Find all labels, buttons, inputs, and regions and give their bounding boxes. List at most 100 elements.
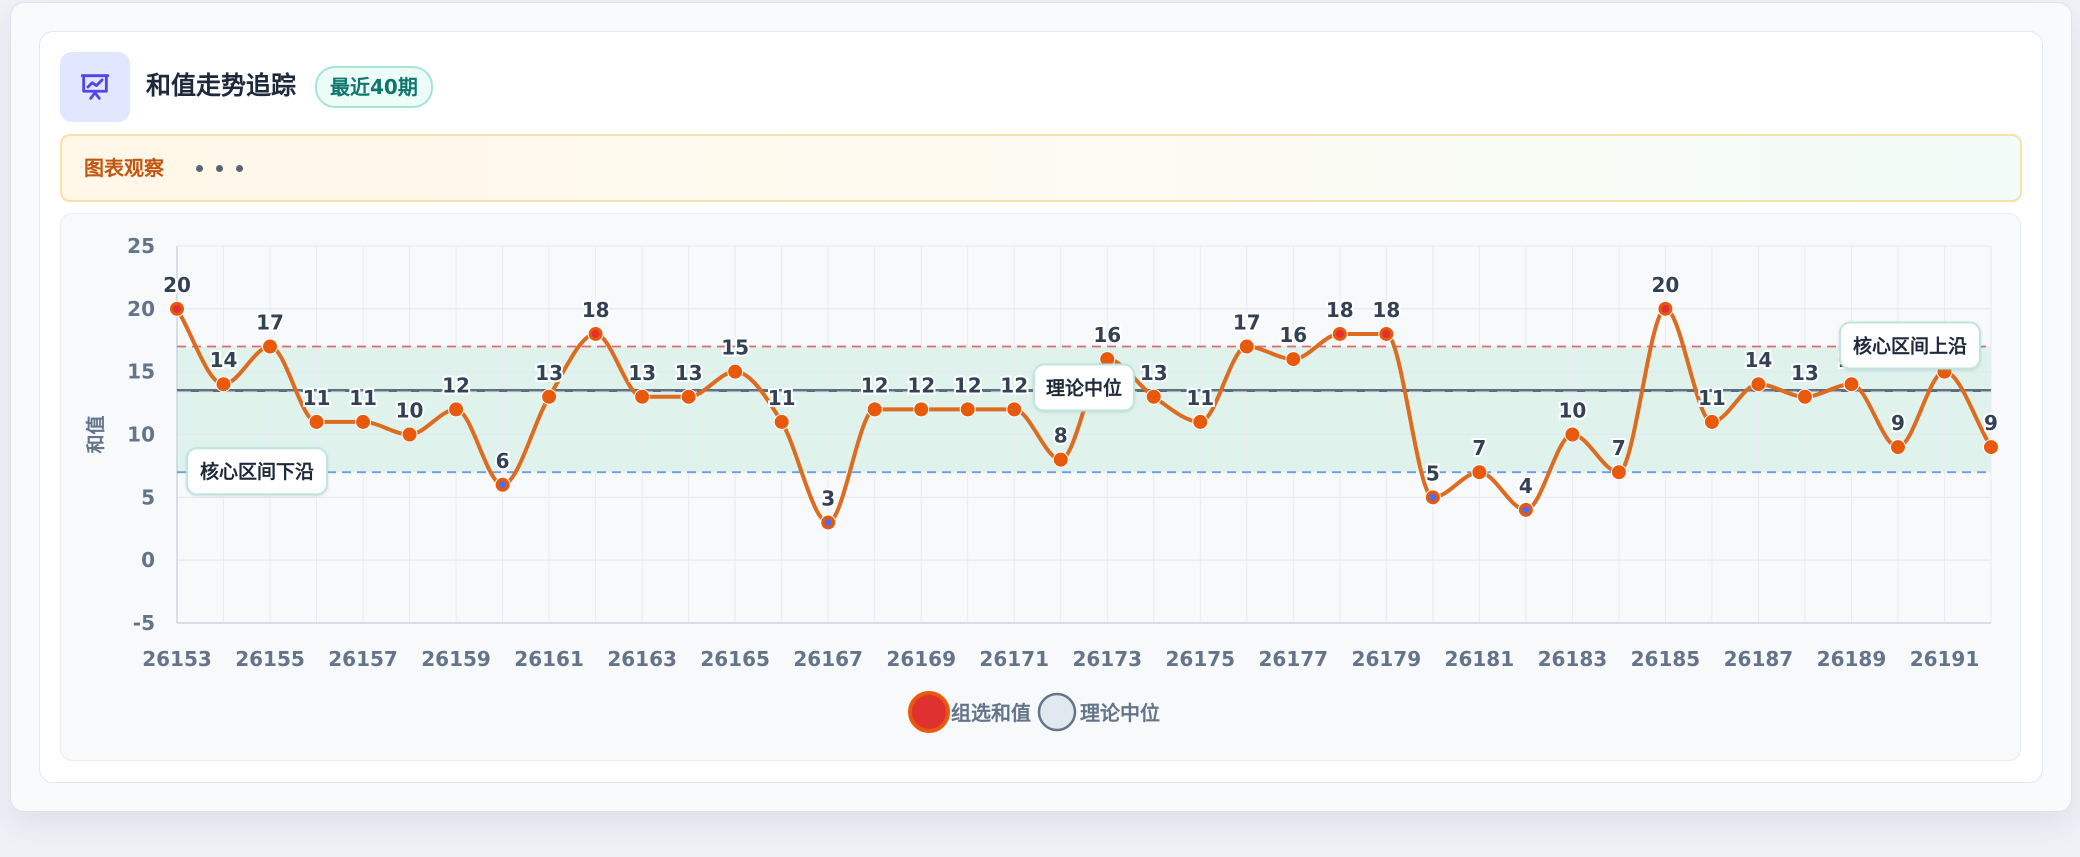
data-label: 10 bbox=[1558, 399, 1586, 423]
data-point bbox=[1006, 401, 1023, 418]
x-tick-label: 26187 bbox=[1724, 647, 1794, 671]
ellipsis-icon[interactable] bbox=[196, 165, 243, 172]
x-tick-label: 26179 bbox=[1352, 647, 1422, 671]
data-point bbox=[959, 401, 976, 418]
x-tick-label: 26169 bbox=[886, 647, 956, 671]
data-label: 12 bbox=[861, 373, 889, 397]
data-label: 11 bbox=[349, 386, 377, 410]
data-point bbox=[1192, 413, 1209, 430]
y-tick-label: 5 bbox=[141, 485, 155, 509]
data-point-low-marker bbox=[1522, 506, 1530, 514]
data-point bbox=[1564, 426, 1581, 443]
legend-item-sum: 组选和值 bbox=[908, 691, 1031, 733]
upper-bound-label-text: 核心区间上沿 bbox=[1853, 335, 1967, 358]
data-point bbox=[1796, 388, 1813, 405]
lower-bound-label-text: 核心区间下沿 bbox=[200, 460, 314, 483]
data-label: 7 bbox=[1612, 436, 1626, 460]
data-label: 5 bbox=[1426, 461, 1440, 485]
data-label: 9 bbox=[1891, 411, 1905, 435]
legend-label-sum: 组选和值 bbox=[951, 701, 1031, 725]
data-label: 12 bbox=[907, 373, 935, 397]
data-label: 13 bbox=[628, 361, 656, 385]
data-label: 13 bbox=[1791, 361, 1819, 385]
data-point-high-marker bbox=[1335, 329, 1344, 338]
data-point bbox=[1750, 376, 1767, 393]
median-label: 理论中位 bbox=[1033, 363, 1135, 412]
data-label: 13 bbox=[1140, 361, 1168, 385]
data-point bbox=[773, 413, 790, 430]
data-point bbox=[1471, 464, 1488, 481]
x-tick-label: 26185 bbox=[1631, 647, 1701, 671]
data-label: 18 bbox=[1326, 298, 1354, 322]
data-point bbox=[913, 401, 930, 418]
data-point bbox=[1703, 413, 1720, 430]
data-point bbox=[1145, 388, 1162, 405]
data-point bbox=[308, 413, 325, 430]
y-tick-label: 0 bbox=[141, 548, 155, 572]
data-label: 16 bbox=[1093, 323, 1121, 347]
data-point bbox=[1052, 451, 1069, 468]
data-point-high-marker bbox=[173, 304, 181, 313]
chart-panel bbox=[60, 213, 2021, 761]
data-point bbox=[1285, 351, 1302, 368]
data-label: 7 bbox=[1472, 436, 1486, 460]
upper-bound-label: 核心区间上沿 bbox=[1839, 321, 1981, 370]
median-label-box bbox=[1033, 363, 1135, 412]
card-title: 和值走势追踪 bbox=[146, 71, 297, 100]
data-point bbox=[1238, 338, 1255, 355]
data-label: 11 bbox=[1698, 386, 1726, 410]
lower-bound-label-box bbox=[186, 447, 328, 496]
data-label: 8 bbox=[1054, 424, 1068, 448]
data-point bbox=[448, 401, 465, 418]
data-label: 13 bbox=[675, 361, 703, 385]
data-point bbox=[866, 401, 883, 418]
data-point-low-marker bbox=[1429, 493, 1437, 501]
data-label: 11 bbox=[1186, 386, 1214, 410]
data-point bbox=[1983, 439, 1999, 456]
data-point bbox=[262, 338, 279, 355]
data-point bbox=[1843, 376, 1860, 393]
period-badge: 最近40期 bbox=[315, 66, 433, 108]
x-tick-label: 26159 bbox=[421, 647, 491, 671]
legend-label-median: 理论中位 bbox=[1080, 701, 1160, 725]
data-label: 20 bbox=[163, 273, 191, 297]
data-point bbox=[727, 363, 744, 380]
legend-swatch-sum bbox=[908, 691, 950, 733]
x-tick-label: 26157 bbox=[328, 647, 398, 671]
y-tick-label: 20 bbox=[127, 297, 155, 321]
data-label: 14 bbox=[210, 348, 238, 372]
data-label: 12 bbox=[442, 373, 470, 397]
data-point-low-marker bbox=[499, 481, 507, 489]
observation-bar[interactable]: 图表观察 bbox=[60, 134, 2022, 202]
data-label: 11 bbox=[768, 386, 796, 410]
data-point bbox=[541, 388, 558, 405]
data-point bbox=[680, 388, 697, 405]
legend-swatch-median bbox=[1037, 692, 1077, 732]
data-point bbox=[355, 413, 372, 430]
y-tick-label: 25 bbox=[127, 234, 155, 258]
x-tick-label: 26189 bbox=[1817, 647, 1887, 671]
x-tick-label: 26155 bbox=[235, 647, 305, 671]
data-point bbox=[634, 388, 651, 405]
data-point-high-marker bbox=[1661, 304, 1670, 313]
x-tick-label: 26163 bbox=[607, 647, 677, 671]
data-label: 18 bbox=[1372, 298, 1400, 322]
data-point-high-marker bbox=[1382, 329, 1391, 338]
data-label: 17 bbox=[256, 311, 284, 335]
observation-title: 图表观察 bbox=[84, 156, 164, 180]
x-tick-label: 26181 bbox=[1445, 647, 1515, 671]
data-label: 17 bbox=[1233, 311, 1261, 335]
data-label: 11 bbox=[303, 386, 331, 410]
data-label: 9 bbox=[1984, 411, 1998, 435]
x-tick-label: 26165 bbox=[700, 647, 770, 671]
y-tick-label: 10 bbox=[127, 423, 155, 447]
x-tick-label: 26183 bbox=[1538, 647, 1608, 671]
data-label: 4 bbox=[1519, 474, 1533, 498]
presentation-chart-icon bbox=[60, 52, 130, 122]
upper-bound-label-box bbox=[1839, 321, 1981, 370]
data-point-high-marker bbox=[591, 329, 600, 338]
data-label: 13 bbox=[535, 361, 563, 385]
data-label: 16 bbox=[1279, 323, 1307, 347]
data-label: 18 bbox=[582, 298, 610, 322]
